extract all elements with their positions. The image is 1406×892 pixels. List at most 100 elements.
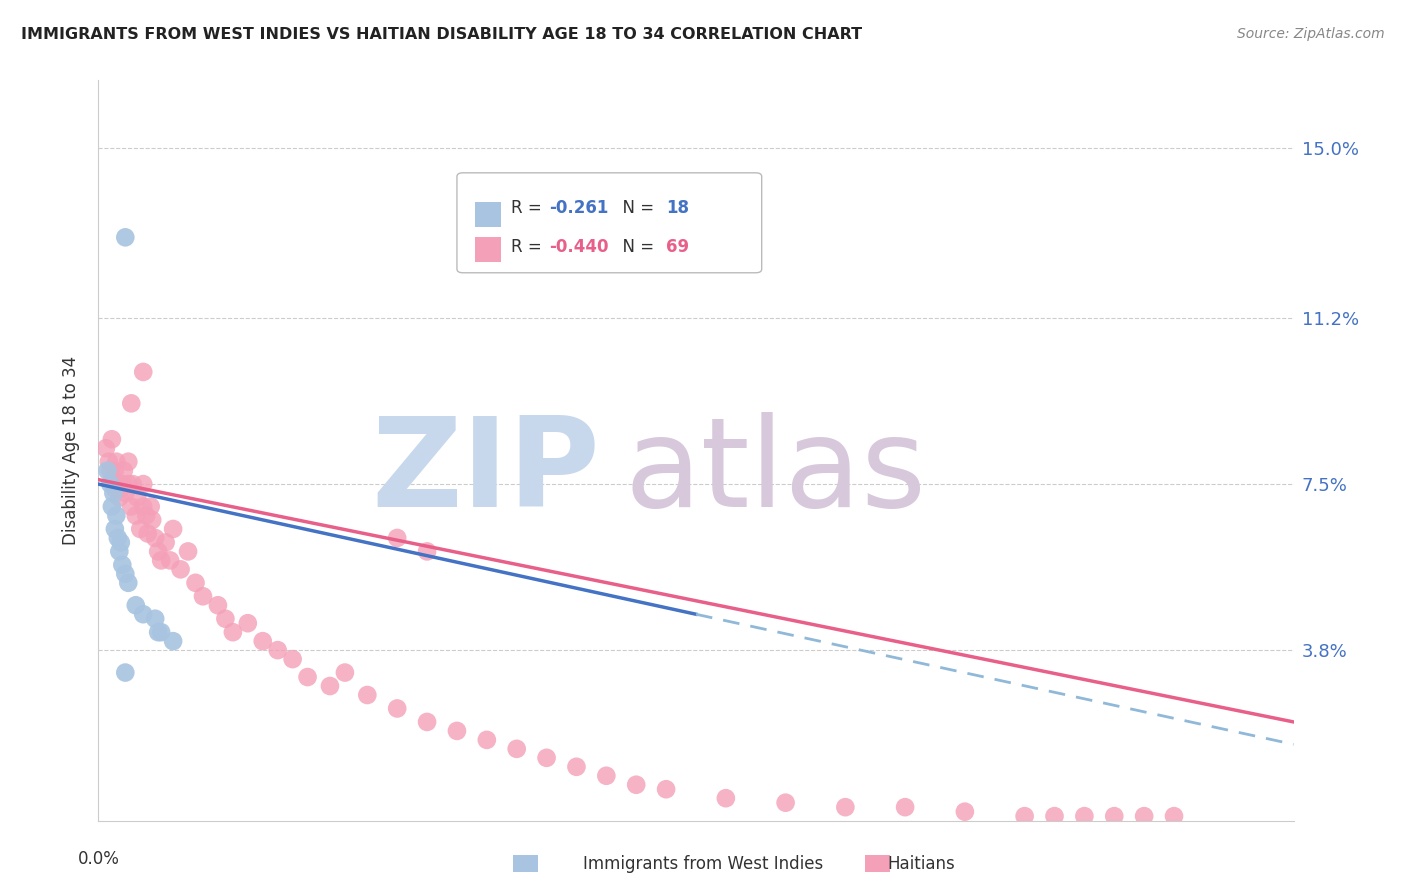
Point [356,688,378,702]
Point [111,477,134,491]
Point [155,535,177,549]
Point [333,665,356,680]
Point [114,486,136,500]
Point [953,805,976,819]
Point [385,701,409,715]
Point [416,544,439,558]
Point [111,558,134,572]
Text: Immigrants from West Indies: Immigrants from West Indies [583,855,823,872]
Point [97,455,120,469]
Text: ZIP: ZIP [371,412,600,533]
Point [162,522,184,536]
Point [101,500,124,514]
Point [148,544,170,558]
Point [105,455,128,469]
Text: -0.440: -0.440 [548,238,609,256]
Point [117,477,139,491]
Point [222,625,245,640]
Point [416,714,439,729]
Point [834,800,856,814]
Point [125,508,148,523]
Point [506,742,529,756]
Point [98,464,122,478]
Point [101,432,124,446]
Point [162,634,184,648]
FancyBboxPatch shape [457,173,762,273]
Point [132,365,155,379]
Point [120,396,142,410]
Text: N =: N = [613,199,659,217]
Point [207,599,229,613]
Text: Haitians: Haitians [887,855,955,872]
Point [143,531,166,545]
Point [103,486,125,500]
Point [894,800,917,814]
Point [184,575,207,590]
Point [104,464,127,478]
Point [565,760,588,774]
Text: N =: N = [613,238,659,256]
Point [125,599,148,613]
FancyBboxPatch shape [475,236,501,261]
Point [117,455,139,469]
Point [475,732,498,747]
Point [169,562,191,576]
Point [107,477,129,491]
Point [319,679,342,693]
Point [141,513,163,527]
Point [136,526,159,541]
Point [139,500,162,514]
Point [94,441,117,455]
Point [150,625,173,640]
Point [120,500,142,514]
Point [297,670,319,684]
Point [107,531,129,545]
Point [114,566,136,581]
Point [1133,809,1156,823]
Point [148,625,170,640]
Point [110,535,132,549]
Point [281,652,304,666]
Point [714,791,737,805]
FancyBboxPatch shape [475,202,501,227]
Point [655,782,678,797]
Point [159,553,181,567]
Text: atlas: atlas [624,412,927,533]
Point [129,522,152,536]
Point [121,477,143,491]
Point [1043,809,1066,823]
Point [177,544,200,558]
Point [108,544,131,558]
Text: 0.0%: 0.0% [77,850,120,868]
Point [117,575,139,590]
Point [105,508,128,523]
Point [127,491,149,505]
Text: R =: R = [510,238,547,256]
Text: IMMIGRANTS FROM WEST INDIES VS HAITIAN DISABILITY AGE 18 TO 34 CORRELATION CHART: IMMIGRANTS FROM WEST INDIES VS HAITIAN D… [21,27,862,42]
Text: 69: 69 [666,238,689,256]
Point [104,482,127,496]
Text: Source: ZipAtlas.com: Source: ZipAtlas.com [1237,27,1385,41]
Point [1014,809,1036,823]
Point [252,634,274,648]
Point [214,612,236,626]
Point [143,612,166,626]
Y-axis label: Disability Age 18 to 34: Disability Age 18 to 34 [62,356,80,545]
Point [110,482,132,496]
Point [191,589,214,603]
Point [595,769,617,783]
Point [104,522,127,536]
Point [1104,809,1126,823]
Point [150,553,173,567]
Point [114,230,136,244]
Point [103,473,125,487]
Point [626,778,648,792]
Text: -0.261: -0.261 [548,199,609,217]
Point [132,607,155,622]
Text: 18: 18 [666,199,689,217]
Point [536,751,558,765]
Point [267,643,290,657]
Point [114,665,136,680]
Point [112,464,135,478]
Point [135,508,157,523]
